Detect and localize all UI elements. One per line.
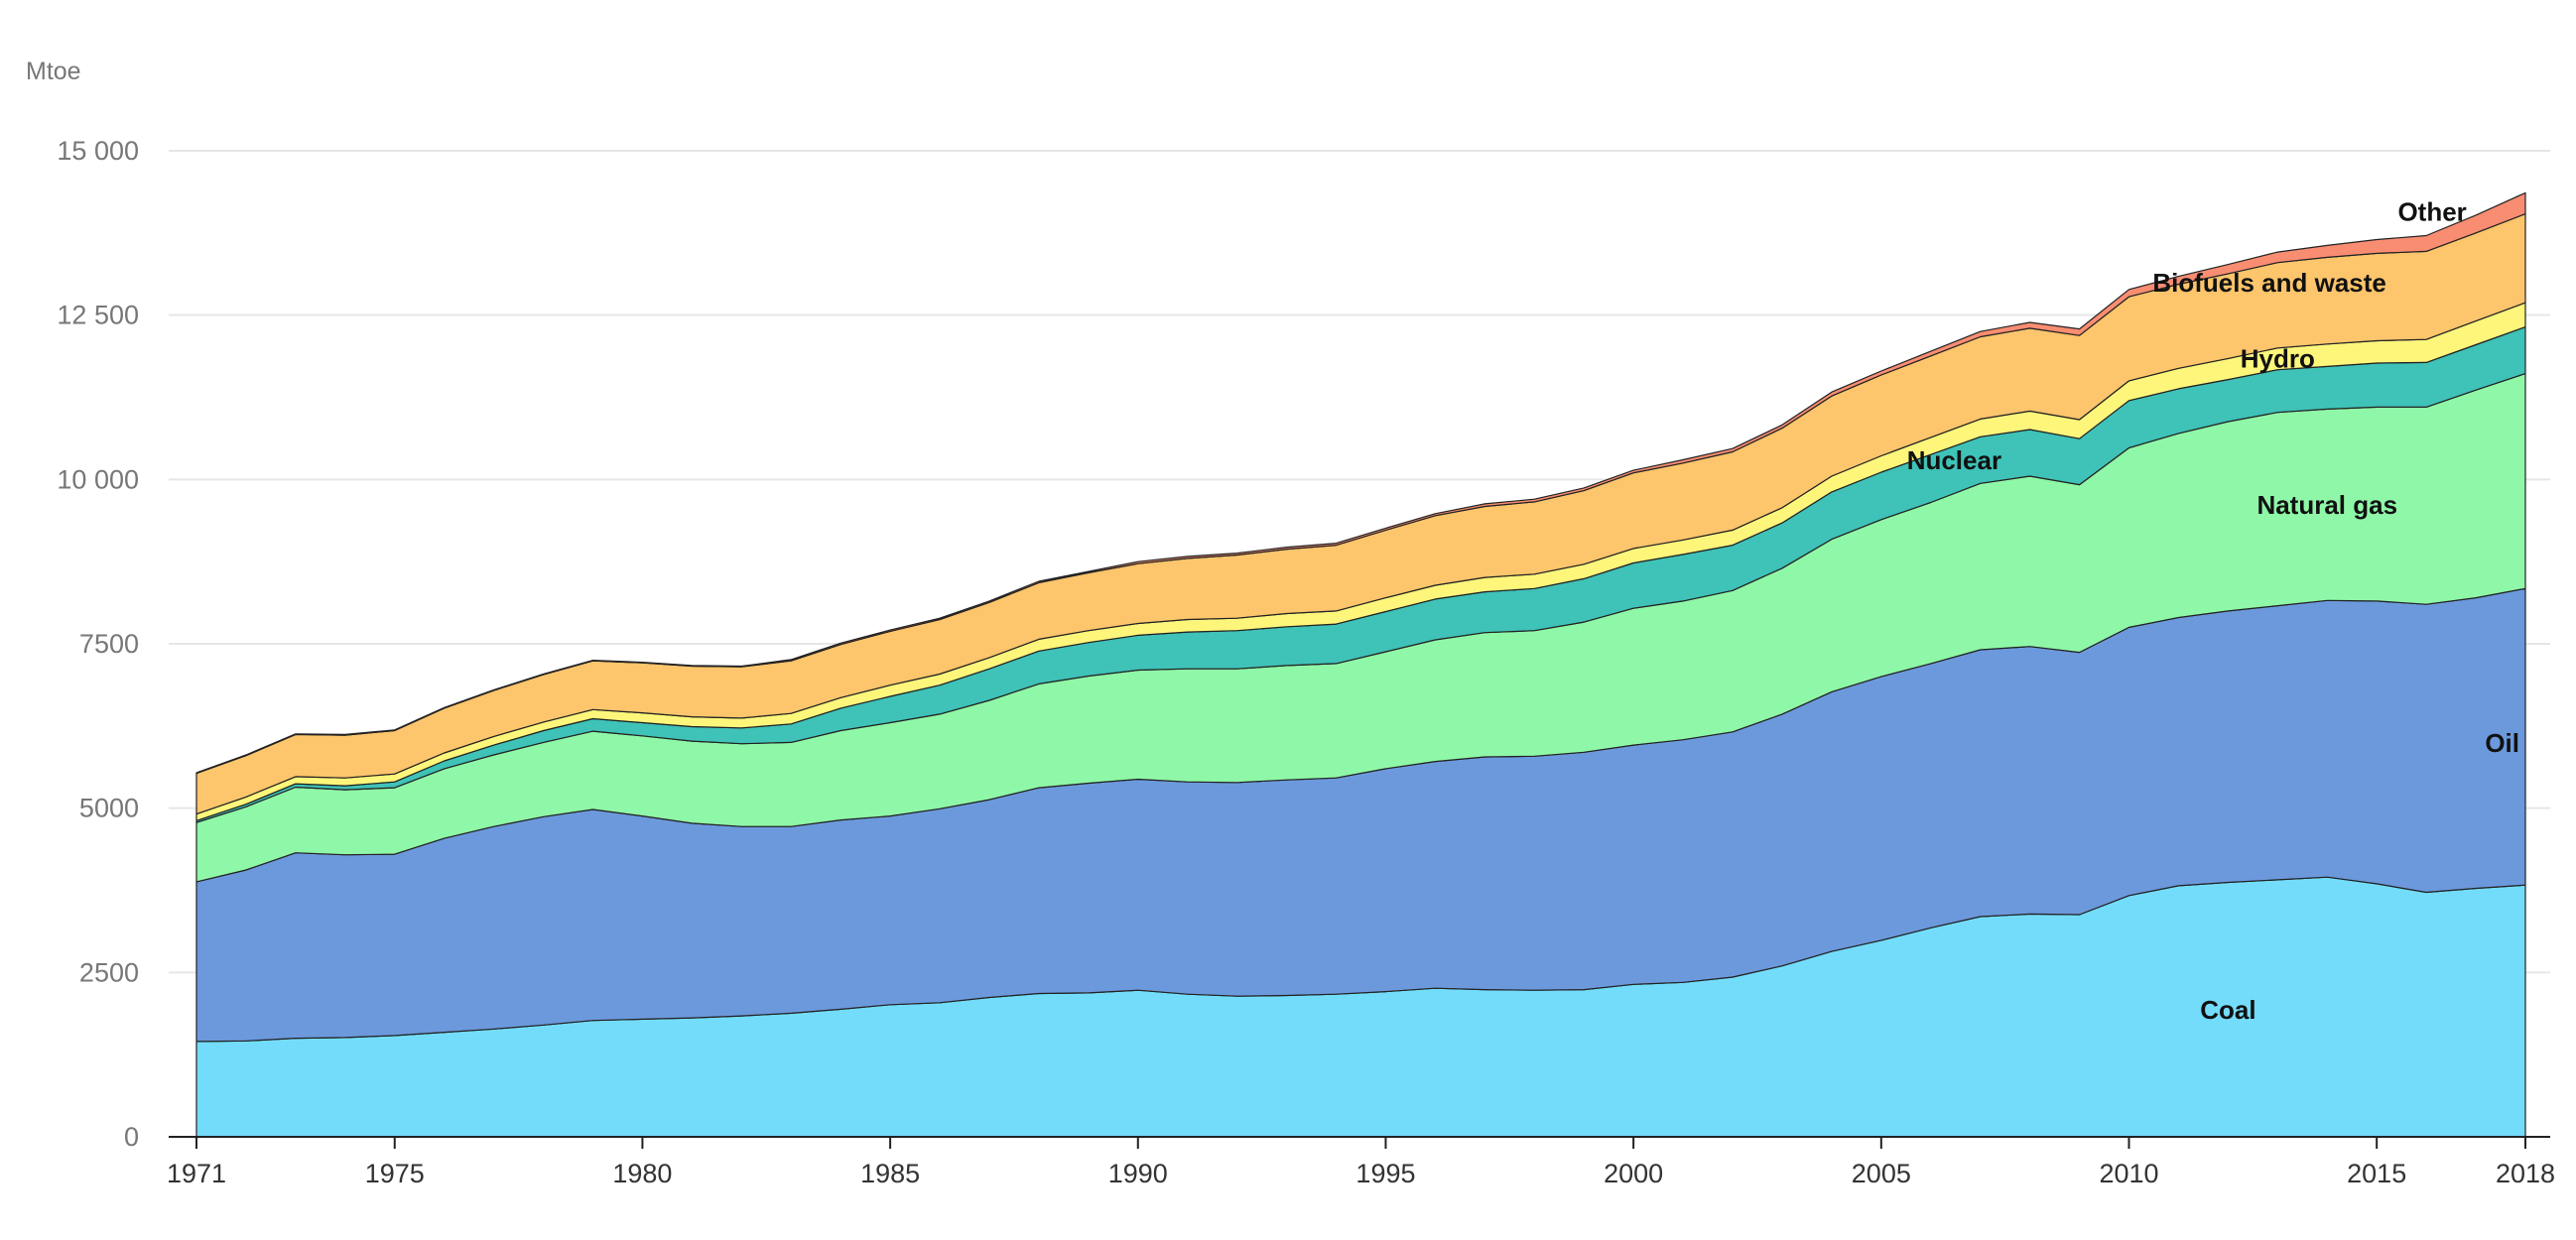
x-tick-label: 1985 [860,1159,920,1188]
series-label-nuclear: Nuclear [1907,445,2001,475]
x-tick-label: 1971 [167,1159,226,1188]
x-tick-label: 1995 [1355,1159,1415,1188]
series-labels: Coal Oil Natural gas Nuclear Hydro Biofuels a… [1907,196,2519,1024]
x-tick-label: 1975 [365,1159,425,1188]
series-label-other: Other [2397,196,2466,226]
series-label-biofuels-and-waste: Biofuels and waste [2152,268,2386,298]
x-tick-label: 2005 [1852,1159,1911,1188]
y-tick-label: 0 [124,1122,139,1152]
area-other [195,191,2526,775]
axes: 0 2500 5000 7500 10 000 12 500 15 000 1971 1975 1… [57,136,2555,1188]
x-tick-label: 1980 [612,1159,672,1188]
series-areas [195,191,2526,1138]
series-label-hydro: Hydro [2241,344,2315,374]
series-label-natural-gas: Natural gas [2256,490,2397,520]
y-tick-label: 12 500 [57,301,139,330]
series-label-oil: Oil [2485,728,2519,758]
y-tick-label: 2500 [79,957,139,987]
y-tick-label: 7500 [79,629,139,659]
y-tick-label: 5000 [79,794,139,823]
x-tick-label: 2000 [1604,1159,1663,1188]
x-tick-label: 2018 [2496,1159,2555,1188]
y-tick-label: 15 000 [57,136,139,166]
y-tick-label: 10 000 [57,464,139,494]
y-unit-label: Mtoe [26,58,81,85]
x-tick-label: 1990 [1108,1159,1168,1188]
x-tick-label: 2015 [2347,1159,2406,1188]
series-label-coal: Coal [2200,995,2255,1025]
x-tick-label: 2010 [2099,1159,2158,1188]
